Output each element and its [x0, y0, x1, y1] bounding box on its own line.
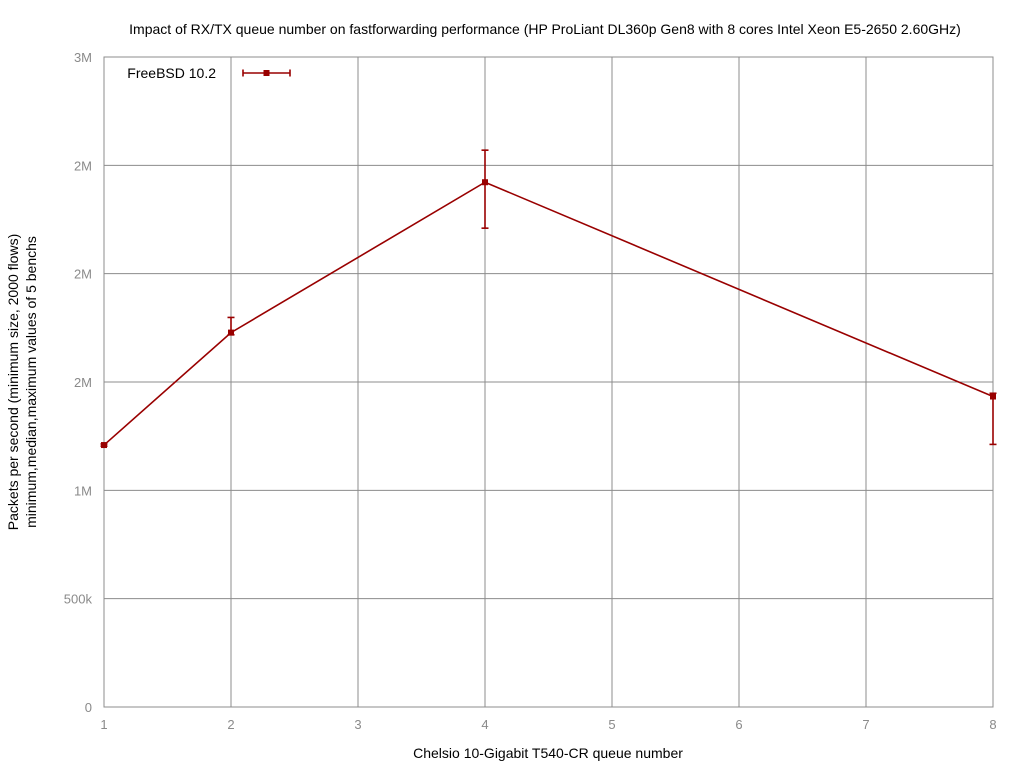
plot-frame [103, 56, 994, 708]
x-tick-label: 4 [481, 717, 488, 732]
y-axis-title-line1: Packets per second (minimum size, 2000 f… [5, 234, 21, 530]
y-tick-label: 1M [74, 483, 92, 498]
x-tick-label: 7 [862, 717, 869, 732]
series-line [103, 181, 994, 446]
y-axis-title-line2: minimum,median,maximum values of 5 bench… [23, 236, 39, 528]
x-tick-label: 2 [227, 717, 234, 732]
data-point [482, 179, 488, 186]
data-point [228, 329, 234, 336]
data-point [990, 393, 996, 400]
y-tick-label: 2M [74, 375, 92, 390]
x-tick-labels: 1 2 3 4 5 6 7 8 [100, 717, 996, 732]
x-tick-label: 5 [608, 717, 615, 732]
y-tick-label: 500k [64, 592, 93, 607]
y-tick-labels: 0 500k 1M 2M 2M 2M 3M [64, 50, 93, 715]
y-tick-label: 2M [74, 158, 92, 173]
data-point [101, 442, 107, 449]
x-tick-label: 6 [735, 717, 742, 732]
chart-title: Impact of RX/TX queue number on fastforw… [129, 21, 961, 37]
y-tick-label: 3M [74, 50, 92, 65]
x-tick-label: 1 [100, 717, 107, 732]
grid [103, 56, 994, 708]
x-tick-label: 3 [354, 717, 361, 732]
y-tick-label: 0 [85, 700, 92, 715]
legend-label: FreeBSD 10.2 [127, 65, 216, 81]
y-tick-label: 2M [74, 267, 92, 282]
legend: FreeBSD 10.2 [127, 65, 291, 81]
series-group [100, 149, 997, 449]
x-tick-label: 8 [989, 717, 996, 732]
x-axis-title: Chelsio 10-Gigabit T540-CR queue number [413, 745, 683, 761]
legend-marker [263, 70, 270, 76]
